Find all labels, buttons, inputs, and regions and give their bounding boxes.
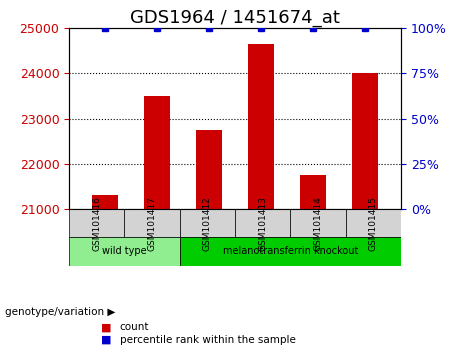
- FancyBboxPatch shape: [69, 209, 124, 237]
- Text: genotype/variation ▶: genotype/variation ▶: [5, 307, 115, 316]
- FancyBboxPatch shape: [180, 209, 235, 237]
- Text: percentile rank within the sample: percentile rank within the sample: [120, 335, 296, 345]
- Text: GSM101416: GSM101416: [92, 196, 101, 251]
- Text: melanotransferrin knockout: melanotransferrin knockout: [223, 246, 358, 256]
- FancyBboxPatch shape: [180, 237, 401, 266]
- Text: ■: ■: [101, 335, 112, 345]
- Text: ■: ■: [101, 322, 112, 332]
- Bar: [196, 130, 222, 209]
- Text: count: count: [120, 322, 149, 332]
- Text: GSM101413: GSM101413: [258, 196, 267, 251]
- Bar: [248, 44, 274, 209]
- FancyBboxPatch shape: [124, 209, 180, 237]
- Bar: [300, 175, 326, 209]
- Text: GSM101415: GSM101415: [369, 196, 378, 251]
- Text: wild type: wild type: [102, 246, 147, 256]
- FancyBboxPatch shape: [235, 209, 290, 237]
- Title: GDS1964 / 1451674_at: GDS1964 / 1451674_at: [130, 9, 340, 27]
- Text: GSM101417: GSM101417: [148, 196, 157, 251]
- FancyBboxPatch shape: [69, 237, 180, 266]
- Bar: [352, 74, 378, 209]
- Text: GSM101414: GSM101414: [313, 196, 323, 251]
- FancyBboxPatch shape: [290, 209, 346, 237]
- FancyBboxPatch shape: [346, 209, 401, 237]
- Bar: [93, 195, 118, 209]
- Bar: [144, 96, 170, 209]
- Text: GSM101412: GSM101412: [203, 196, 212, 251]
